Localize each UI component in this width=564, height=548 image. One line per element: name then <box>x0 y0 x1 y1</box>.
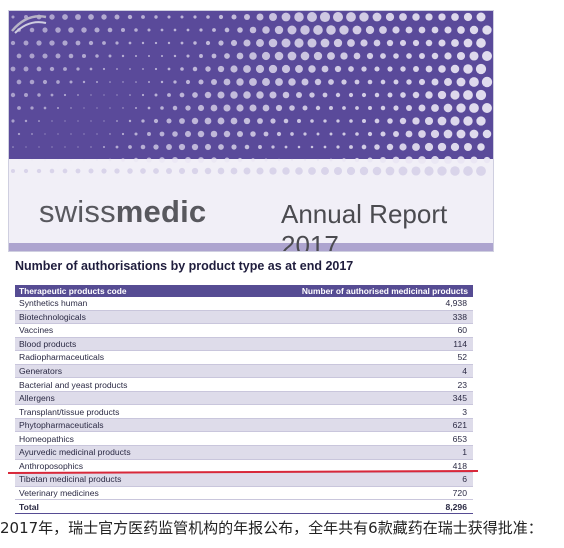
swissmedic-logo: swissmedic <box>39 194 206 230</box>
row-value: 720 <box>285 486 473 501</box>
row-value: 4,938 <box>285 297 473 311</box>
table-row: Vaccines 60 <box>15 323 473 338</box>
row-value: 52 <box>285 350 473 365</box>
row-label: Allergens <box>15 391 285 406</box>
header-authorised-count: Number of authorised medicinal products <box>285 285 473 297</box>
row-label: Transplant/tissue products <box>15 404 285 419</box>
row-value: 114 <box>285 337 473 352</box>
row-label: Homeopathics <box>15 431 285 446</box>
cover-dot-pattern <box>9 11 493 251</box>
row-value: 653 <box>285 431 473 446</box>
row-value: 345 <box>285 391 473 406</box>
brand-light: swiss <box>39 194 116 229</box>
table-row: Phytopharmaceuticals 621 <box>15 418 473 433</box>
total-label: Total <box>15 499 285 515</box>
table-row: Ayurvedic medicinal products 1 <box>15 445 473 460</box>
table-row: Biotechnologicals 338 <box>15 310 473 325</box>
table-row: Veterinary medicines 720 <box>15 486 473 501</box>
report-title: Annual Report 2017 <box>281 199 448 252</box>
table-row: Synthetics human 4,938 <box>15 297 473 311</box>
table-row-tibetan-highlighted: Tibetan medicinal products 6 <box>15 472 473 487</box>
total-value: 8,296 <box>285 499 473 515</box>
row-label: Tibetan medicinal products <box>15 472 285 487</box>
row-value: 60 <box>285 323 473 338</box>
brand-bold: medic <box>115 194 207 229</box>
row-value: 3 <box>285 404 473 419</box>
row-label: Vaccines <box>15 323 285 338</box>
row-value: 1 <box>285 445 473 460</box>
row-label: Synthetics human <box>15 297 285 311</box>
table-total-row: Total 8,296 <box>15 499 473 515</box>
row-value: 23 <box>285 377 473 392</box>
row-value: 621 <box>285 418 473 433</box>
header-authorised-count-label: Number of authorised medicinal products <box>301 286 468 296</box>
row-label: Radiopharmaceuticals <box>15 350 285 365</box>
table-row: Radiopharmaceuticals 52 <box>15 350 473 365</box>
row-value: 4 <box>285 364 473 379</box>
authorisations-table: Therapeutic products code Number of auth… <box>15 285 473 515</box>
caption-text: 2017年，瑞士官方医药监管机构的年报公布，全年共有6款藏药在瑞士获得批准： <box>0 519 543 537</box>
row-label: Blood products <box>15 337 285 352</box>
table-row: Transplant/tissue products 3 <box>15 404 473 419</box>
row-label: Phytopharmaceuticals <box>15 418 285 433</box>
row-label: Bacterial and yeast products <box>15 377 285 392</box>
row-label: Generators <box>15 364 285 379</box>
row-label: Biotechnologicals <box>15 310 285 325</box>
table-row: Bacterial and yeast products 23 <box>15 377 473 392</box>
header-product-code: Therapeutic products code <box>15 285 285 297</box>
table-header-row: Therapeutic products code Number of auth… <box>15 285 473 297</box>
table-row: Homeopathics 653 <box>15 431 473 446</box>
table-row: Generators 4 <box>15 364 473 379</box>
table-title: Number of authorisations by product type… <box>15 259 354 273</box>
annual-report-cover: swissmedic Annual Report 2017 <box>8 10 494 252</box>
table-row: Blood products 114 <box>15 337 473 352</box>
row-label: Ayurvedic medicinal products <box>15 445 285 460</box>
table-row: Allergens 345 <box>15 391 473 406</box>
row-value: 6 <box>285 472 473 487</box>
swissmedic-logo-arc-icon <box>11 15 47 34</box>
row-label: Veterinary medicines <box>15 486 285 501</box>
row-value: 338 <box>285 310 473 325</box>
